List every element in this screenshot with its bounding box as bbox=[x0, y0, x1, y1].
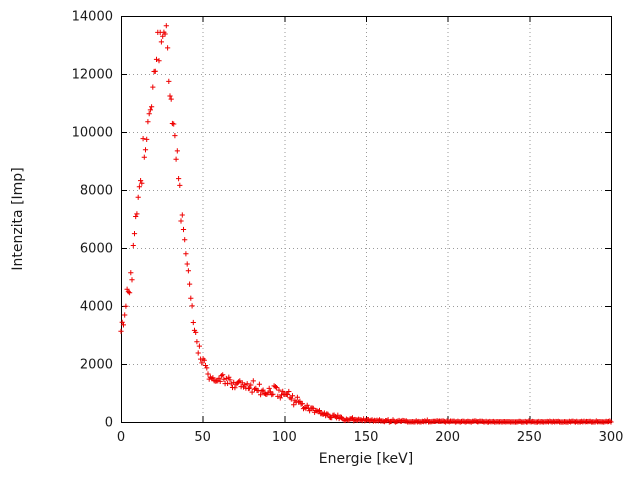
y-tick-label: 4000 bbox=[80, 300, 113, 315]
x-tick-label: 150 bbox=[354, 430, 379, 445]
y-tick-label: 14000 bbox=[72, 10, 113, 25]
y-axis-label: Intenzita [Imp] bbox=[10, 167, 26, 270]
x-tick-label: 50 bbox=[194, 430, 211, 445]
grid-lines bbox=[121, 16, 612, 423]
tick-labels: 0 50 100 150 200 250 300 0 2000 4000 6000 8000 10000… bbox=[72, 10, 624, 446]
y-tick-label: 10000 bbox=[72, 126, 113, 141]
scatter-plus-markers bbox=[118, 23, 614, 425]
x-tick-label: 300 bbox=[599, 430, 624, 445]
x-axis-label: Energie [keV] bbox=[319, 451, 413, 467]
y-tick-label: 8000 bbox=[80, 184, 113, 199]
y-tick-label: 2000 bbox=[80, 358, 113, 373]
y-tick-label: 12000 bbox=[72, 68, 113, 83]
x-tick-label: 0 bbox=[117, 430, 125, 445]
data-points bbox=[118, 23, 614, 425]
x-tick-label: 100 bbox=[272, 430, 297, 445]
y-tick-label: 6000 bbox=[80, 242, 113, 257]
plot-border bbox=[121, 16, 612, 423]
x-tick-label: 250 bbox=[517, 430, 542, 445]
x-tick-label: 200 bbox=[435, 430, 460, 445]
y-tick-label: 0 bbox=[105, 416, 113, 431]
